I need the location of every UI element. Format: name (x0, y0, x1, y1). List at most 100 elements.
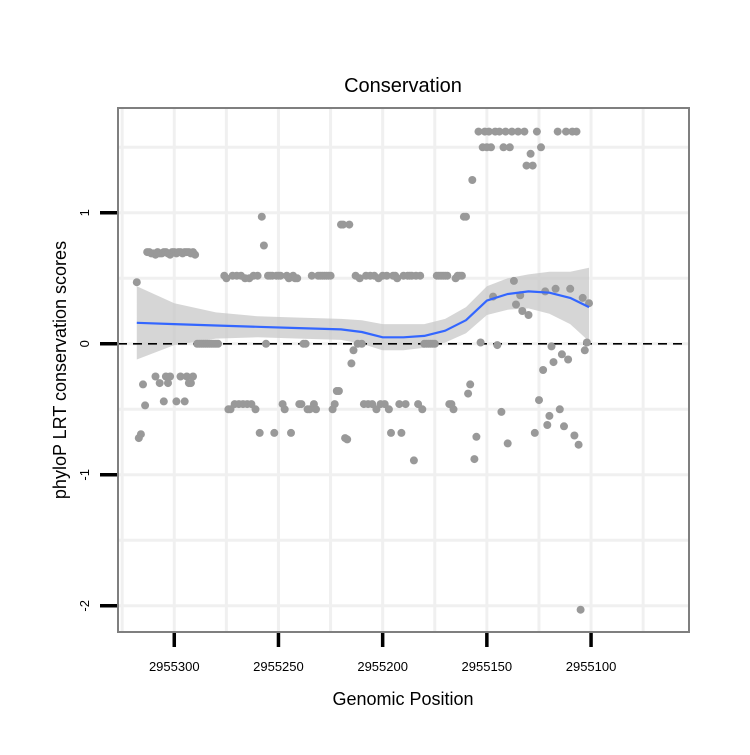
data-point (384, 405, 393, 414)
data-point (507, 127, 516, 136)
data-point (176, 372, 185, 381)
data-point (495, 127, 504, 136)
data-point (572, 127, 581, 136)
data-point (509, 276, 518, 285)
data-point (474, 127, 483, 136)
data-point (497, 407, 506, 416)
data-point (287, 428, 295, 437)
y-axis: -2 -1 0 1 (77, 209, 117, 612)
data-point (186, 379, 195, 388)
x-tick-label: 2955100 (566, 659, 617, 674)
data-point (307, 271, 316, 280)
data-point (564, 355, 573, 364)
data-point (393, 274, 402, 283)
data-point (259, 241, 268, 250)
data-point (257, 212, 266, 221)
data-point (164, 379, 172, 388)
data-point (339, 220, 348, 229)
data-point (528, 161, 537, 170)
data-point (276, 271, 285, 280)
data-point (457, 271, 466, 280)
data-point (297, 400, 306, 409)
data-point (570, 431, 579, 440)
data-point (555, 405, 564, 414)
confidence-band-layer (136, 267, 590, 360)
data-point (141, 401, 150, 410)
data-point (503, 439, 512, 448)
data-point (280, 405, 289, 414)
data-point (395, 400, 404, 409)
data-point (443, 271, 452, 280)
data-point (562, 127, 570, 136)
data-points (132, 127, 593, 614)
data-point (262, 339, 270, 348)
data-point (582, 338, 591, 347)
data-point (382, 271, 391, 280)
data-point (139, 380, 147, 389)
data-point (553, 127, 562, 136)
data-point (501, 127, 510, 136)
data-point (545, 411, 554, 420)
data-point (418, 405, 427, 414)
plot-frame (117, 107, 690, 633)
data-point (466, 380, 475, 389)
data-point (159, 397, 168, 406)
data-point (470, 455, 479, 464)
data-point (312, 405, 320, 414)
data-point (468, 176, 477, 184)
data-point (487, 143, 495, 152)
data-point (155, 379, 164, 388)
y-tick-label: 0 (77, 340, 92, 347)
data-point (387, 428, 395, 437)
data-point (330, 400, 339, 409)
data-point (251, 405, 260, 414)
data-point (343, 435, 352, 444)
data-point (253, 271, 262, 280)
data-point (180, 397, 189, 406)
data-point (512, 300, 520, 309)
x-tick-label: 2955300 (149, 659, 200, 674)
data-point (493, 341, 502, 350)
data-point (462, 212, 470, 221)
data-point (357, 339, 366, 348)
data-point (347, 359, 356, 368)
data-point (430, 339, 439, 348)
data-point (535, 396, 543, 405)
x-tick-label: 2955150 (462, 659, 513, 674)
data-point (349, 346, 358, 355)
data-point (270, 428, 279, 437)
data-point (136, 430, 145, 439)
x-tick-label: 2955200 (357, 659, 408, 674)
data-point (520, 127, 529, 136)
plot-frame-layer (117, 107, 690, 633)
y-tick-label: -2 (77, 600, 92, 612)
data-point (401, 400, 410, 409)
x-tick-label: 2955250 (253, 659, 304, 674)
data-point (549, 358, 558, 367)
data-point (580, 346, 589, 355)
data-point (526, 149, 535, 158)
data-point (189, 372, 197, 381)
data-point (574, 440, 583, 449)
data-point (182, 372, 191, 381)
data-point (484, 127, 493, 136)
data-point (537, 143, 545, 152)
smooth-line-layer (136, 290, 590, 339)
data-point (166, 372, 175, 381)
data-point (345, 220, 354, 229)
data-point (514, 127, 523, 136)
data-point (539, 366, 548, 374)
data-point (222, 274, 231, 283)
data-point (397, 428, 406, 437)
data-point (518, 307, 527, 315)
x-axis-title: Genomic Position (332, 689, 473, 709)
data-point (334, 387, 343, 395)
data-point (530, 428, 539, 437)
x-axis: 2955300 2955250 2955200 2955150 2955100 (149, 633, 616, 674)
data-point (409, 456, 418, 465)
y-tick-label: 1 (77, 209, 92, 216)
data-point (524, 311, 533, 319)
data-point (576, 605, 585, 614)
